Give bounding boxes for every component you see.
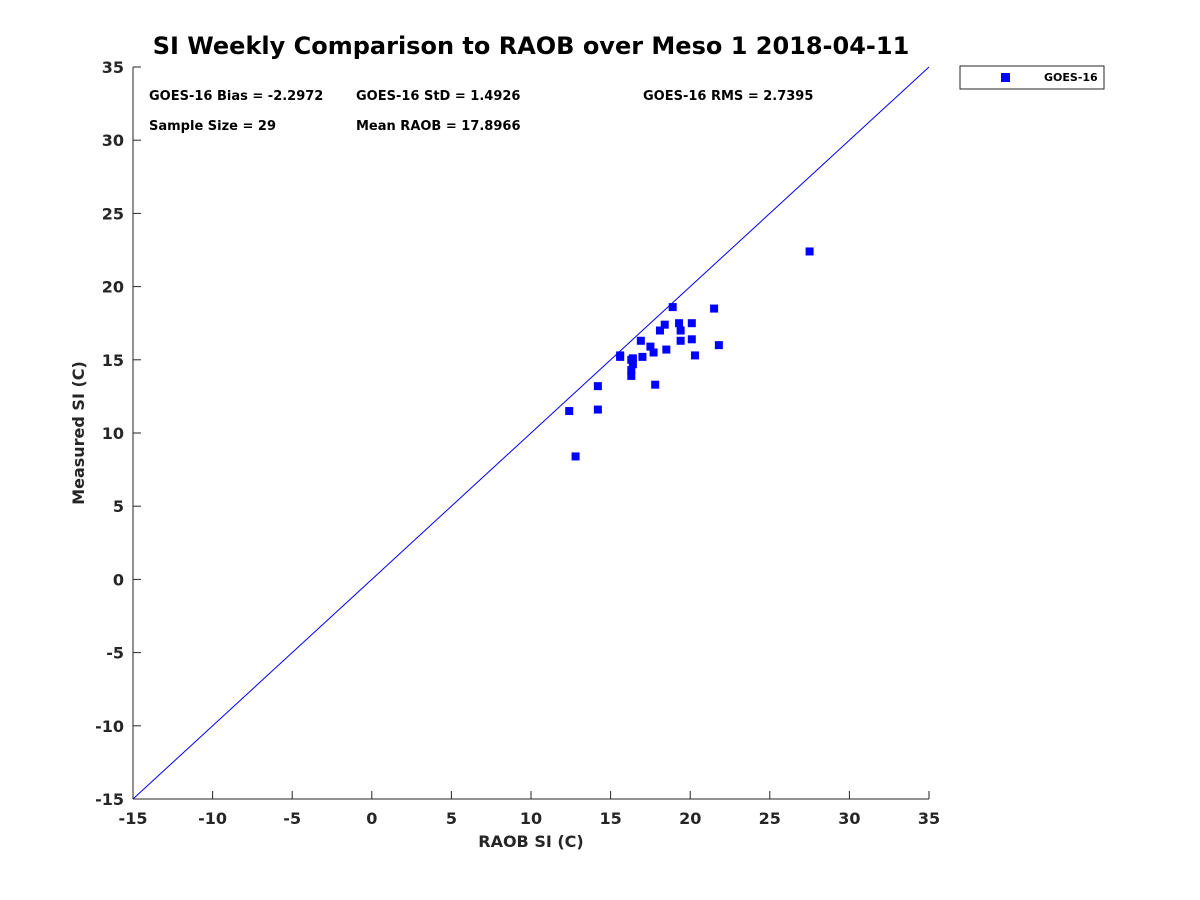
data-point: [628, 354, 637, 363]
data-point: [649, 348, 658, 357]
data-point: [668, 303, 677, 312]
legend-entry-goes-16: GOES-16: [1044, 71, 1098, 84]
legend-box: [959, 65, 1105, 90]
x-tick-label: -15: [119, 809, 148, 828]
data-point: [710, 304, 719, 313]
y-tick-label: -15: [95, 790, 124, 809]
data-point: [627, 371, 636, 380]
x-tick-label: 35: [918, 809, 940, 828]
data-point: [638, 352, 647, 361]
x-tick-label: 5: [446, 809, 457, 828]
x-tick-label: 20: [679, 809, 701, 828]
y-tick-label: 5: [113, 497, 124, 516]
y-tick-label: 10: [102, 424, 124, 443]
x-tick-label: 10: [520, 809, 542, 828]
plot-area: -15 -10 -5 0 5 10 15 20 25 30 35 -15 -10 -5 0 5 10 15 20 25…: [95, 58, 940, 828]
y-tick-label: 35: [102, 58, 124, 77]
x-axis-label: RAOB SI (C): [478, 832, 583, 851]
x-tick-label: 25: [759, 809, 781, 828]
data-point: [651, 380, 660, 389]
x-tick-label: -5: [283, 809, 301, 828]
data-point: [662, 345, 671, 354]
legend-marker-goes-16: [1001, 73, 1010, 82]
data-point: [593, 382, 602, 391]
one-to-one-line: [132, 66, 930, 800]
y-tick-label: -5: [106, 644, 124, 663]
data-point: [571, 452, 580, 461]
stat-mean-raob: Mean RAOB = 17.8966: [356, 119, 521, 134]
x-tick-label: -10: [198, 809, 227, 828]
data-point: [714, 341, 723, 350]
data-point: [687, 335, 696, 344]
data-point: [565, 407, 574, 416]
stats-annotations: GOES-16 Bias = -2.2972 GOES-16 StD = 1.49…: [149, 89, 813, 134]
chart-title: SI Weekly Comparison to RAOB over Meso 1…: [153, 32, 910, 60]
data-point: [687, 319, 696, 328]
x-tick-label: 15: [599, 809, 621, 828]
data-point: [676, 326, 685, 335]
y-tick-label: 20: [102, 278, 124, 297]
y-tick-label: 0: [113, 570, 124, 589]
data-point: [660, 320, 669, 329]
data-point: [616, 352, 625, 361]
x-tick-label: 30: [838, 809, 860, 828]
stat-bias: GOES-16 Bias = -2.2972: [149, 89, 323, 104]
y-tick-label: -10: [95, 717, 124, 736]
data-point: [675, 319, 684, 328]
data-point: [627, 366, 636, 375]
legend: GOES-16: [959, 65, 1105, 90]
y-tick-label: 25: [102, 204, 124, 223]
data-point: [676, 336, 685, 345]
y-axis-label: Measured SI (C): [69, 361, 88, 505]
data-point: [690, 351, 699, 360]
stat-std: GOES-16 StD = 1.4926: [356, 89, 520, 104]
data-point: [593, 405, 602, 414]
data-point: [655, 326, 664, 335]
x-tick-label: 0: [366, 809, 377, 828]
y-tick-label: 15: [102, 351, 124, 370]
data-point: [628, 360, 637, 369]
stat-sample-size: Sample Size = 29: [149, 119, 276, 134]
data-point: [646, 342, 655, 351]
y-tick-label: 30: [102, 131, 124, 150]
stat-rms: GOES-16 RMS = 2.7395: [643, 89, 813, 104]
data-point: [805, 247, 814, 256]
data-point: [636, 336, 645, 345]
